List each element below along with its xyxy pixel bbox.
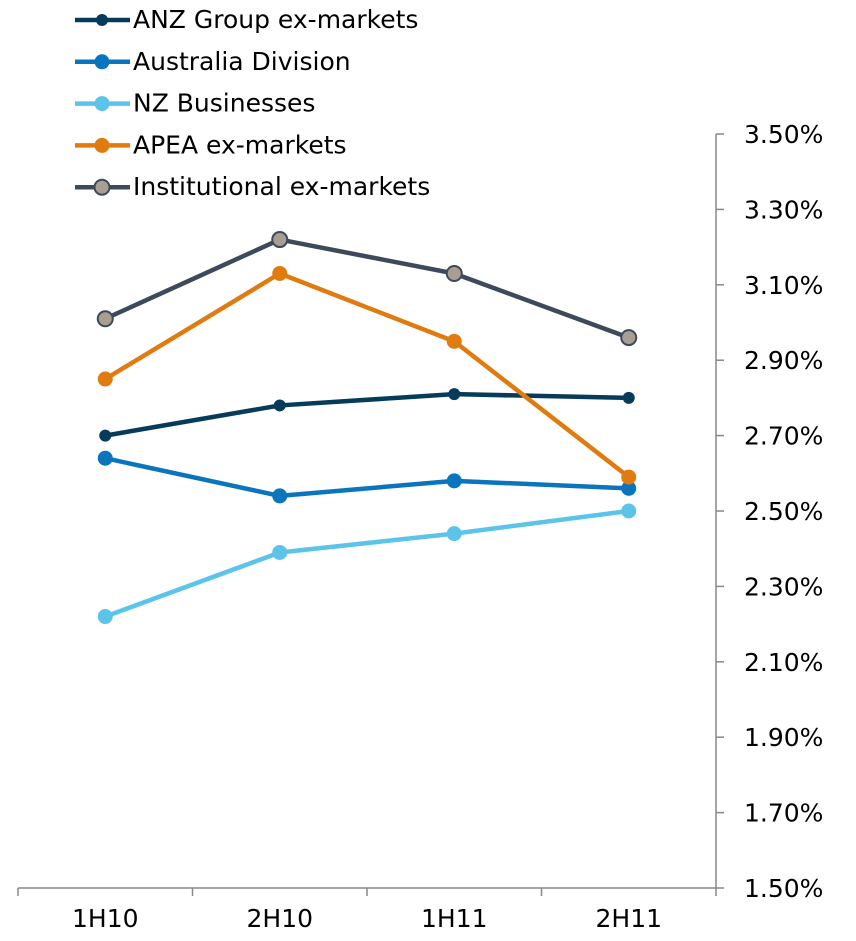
data-point — [272, 488, 288, 504]
legend-marker — [94, 137, 110, 153]
data-point — [271, 231, 289, 249]
x-tick-label: 1H11 — [421, 904, 488, 933]
series-line — [104, 237, 630, 340]
legend-marker — [94, 96, 110, 112]
y-tick-label: 1.90% — [744, 723, 823, 752]
series-line — [104, 456, 629, 499]
data-point — [96, 310, 114, 328]
data-point — [97, 609, 113, 625]
data-point — [272, 544, 288, 560]
series-line — [104, 271, 631, 479]
data-point — [621, 469, 637, 485]
legend-label: NZ Businesses — [133, 89, 315, 118]
legend-label: APEA ex-markets — [133, 130, 347, 159]
data-point — [621, 503, 637, 519]
legend-label: Institutional ex-markets — [133, 172, 430, 201]
data-point — [273, 399, 286, 412]
data-point — [446, 473, 462, 489]
data-point — [97, 450, 113, 466]
series-line — [104, 391, 629, 438]
y-tick-label: 3.50% — [744, 120, 823, 149]
y-tick-label: 2.30% — [744, 572, 823, 601]
y-tick-label: 2.10% — [744, 648, 823, 677]
legend-marker — [93, 178, 111, 196]
legend-marker — [96, 14, 108, 26]
y-tick-label: 2.70% — [744, 422, 823, 451]
data-point — [97, 371, 113, 387]
y-tick-label: 1.70% — [744, 799, 823, 828]
data-point — [446, 333, 462, 349]
y-tick-label: 1.50% — [744, 874, 823, 903]
legend-marker — [94, 54, 110, 70]
y-tick-label: 3.30% — [744, 195, 823, 224]
x-tick-label: 1H10 — [72, 904, 139, 933]
data-point — [620, 329, 638, 347]
data-point — [446, 526, 462, 542]
data-point — [622, 391, 635, 404]
y-tick-label: 2.50% — [744, 497, 823, 526]
y-tick-label: 3.10% — [744, 271, 823, 300]
data-point — [448, 388, 461, 401]
x-tick-label: 2H10 — [246, 904, 313, 933]
series-line — [104, 508, 630, 619]
y-tick-label: 2.90% — [744, 346, 823, 375]
data-point — [99, 429, 112, 442]
x-tick-label: 2H11 — [595, 904, 662, 933]
legend-label: ANZ Group ex-markets — [133, 5, 418, 34]
data-point — [445, 264, 463, 282]
legend-label: Australia Division — [133, 47, 351, 76]
data-point — [272, 265, 288, 281]
data-point — [621, 480, 637, 496]
